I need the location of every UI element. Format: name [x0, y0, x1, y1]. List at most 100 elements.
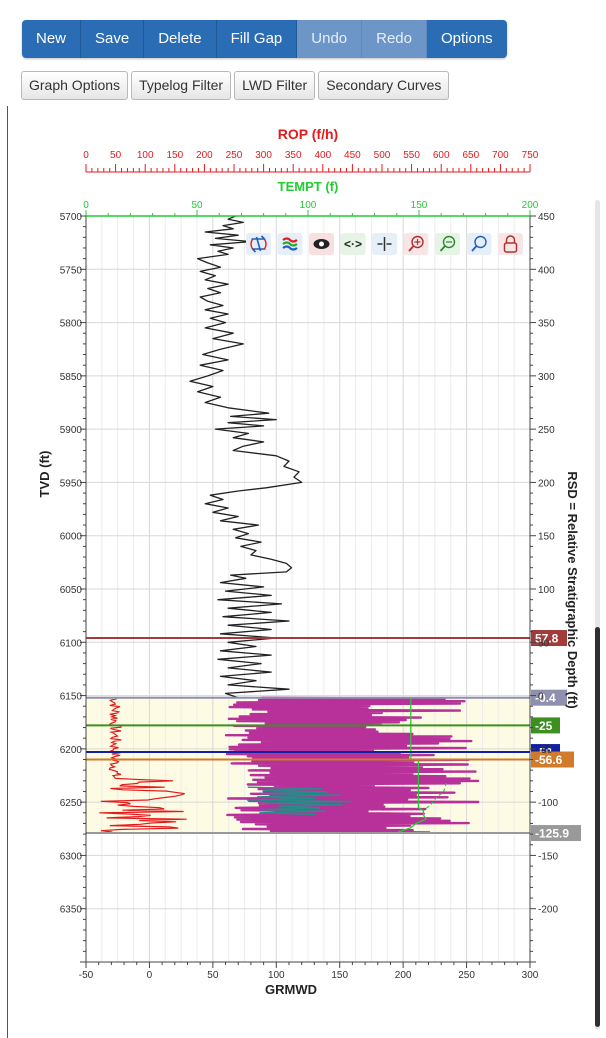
marker-label: -56.6: [535, 753, 563, 767]
rop-tick-label: 450: [344, 150, 361, 161]
fill-gap-button[interactable]: Fill Gap: [216, 20, 298, 58]
curve-colors-icon[interactable]: [277, 233, 303, 255]
tvd-tick-label: 6000: [60, 532, 83, 543]
tvd-tick-label: 5700: [60, 212, 83, 223]
gr-tick-label: 200: [395, 970, 412, 981]
zoom-in-icon[interactable]: [403, 233, 429, 255]
marker-label: -25: [535, 719, 553, 733]
rop-tick-label: 50: [110, 150, 122, 161]
rsd-tick-label: -50: [538, 745, 553, 756]
typelog-filter-button[interactable]: Typelog Filter: [131, 71, 232, 100]
graph-options-button[interactable]: Graph Options: [21, 71, 129, 100]
rop-tick-label: 700: [492, 150, 509, 161]
rsd-tick-label: 200: [538, 478, 555, 489]
rop-tick-label: 150: [166, 150, 183, 161]
main-toolbar: New Save Delete Fill Gap Undo Redo Optio…: [22, 20, 507, 58]
panel-left-border: [7, 106, 8, 1038]
marker-label: -0.4: [535, 691, 556, 705]
rsd-tick-label: 150: [538, 532, 555, 543]
tvd-axis-title: TVD (ft): [37, 451, 52, 498]
rsd-axis-title: RSD = Relative Stratigraphic Depth (ft): [565, 471, 580, 708]
lwd-filter-button[interactable]: LWD Filter: [234, 71, 316, 100]
rop-tick-label: 250: [226, 150, 243, 161]
rsd-tick-label: -150: [538, 851, 558, 862]
rsd-tick-label: 400: [538, 265, 555, 276]
rsd-tick-label: 0: [538, 692, 544, 703]
rop-trace: [99, 697, 187, 833]
rop-tick-label: 200: [196, 150, 213, 161]
zoom-out-icon[interactable]: [435, 233, 460, 255]
marker-label-box[interactable]: [531, 717, 560, 734]
tempt-tick-label: 100: [300, 200, 317, 211]
marker-label-box[interactable]: [531, 689, 567, 706]
gr-tick-label: 0: [147, 970, 153, 981]
rop-tick-label: 0: [83, 150, 89, 161]
redo-button[interactable]: Redo: [362, 20, 427, 58]
rsd-tick-label: -100: [538, 798, 558, 809]
rop-tick-label: 350: [285, 150, 302, 161]
tempt-tick-label: 50: [191, 200, 203, 211]
series-line-grmwd[interactable]: [189, 216, 303, 699]
rop-tick-label: 100: [137, 150, 154, 161]
marker-label-box[interactable]: [531, 825, 581, 842]
tvd-tick-label: 5800: [60, 319, 83, 330]
marker-label-box[interactable]: [531, 751, 574, 768]
tvd-tick-label: 6250: [60, 798, 83, 809]
secondary-toolbar: Graph Options Typelog Filter LWD Filter …: [21, 71, 450, 100]
tempt-tick-label: 150: [411, 200, 428, 211]
tvd-tick-label: 6300: [60, 851, 83, 862]
rsd-tick-label: 450: [538, 212, 555, 223]
secondary-trace: [246, 786, 353, 816]
rop-tick-label: 600: [433, 150, 450, 161]
scrollbar-thumb[interactable]: [595, 627, 600, 1027]
rsd-tick-label: 350: [538, 319, 555, 330]
tempt-tick-label: 0: [83, 200, 89, 211]
secondary-curves-button[interactable]: Secondary Curves: [318, 71, 450, 100]
tvd-tick-label: 6050: [60, 585, 83, 596]
marker-label: 57.8: [535, 632, 559, 646]
save-button[interactable]: Save: [81, 20, 145, 58]
rop-tick-label: 300: [255, 150, 272, 161]
pan-vertical-icon[interactable]: [372, 233, 397, 255]
gr-tick-label: 100: [268, 970, 285, 981]
tvd-tick-label: 6350: [60, 905, 83, 916]
tvd-tick-label: 6200: [60, 745, 83, 756]
undo-button[interactable]: Undo: [297, 20, 363, 58]
tempt-tick-label: 200: [522, 200, 539, 211]
rsd-tick-label: 100: [538, 585, 555, 596]
rop-tick-label: 550: [403, 150, 420, 161]
gr-tick-label: 150: [331, 970, 348, 981]
tvd-tick-label: 5850: [60, 372, 83, 383]
delete-button[interactable]: Delete: [144, 20, 217, 58]
svg-text:<·>: <·>: [344, 237, 362, 251]
eye-icon[interactable]: [309, 233, 334, 255]
gr-tick-label: 300: [522, 970, 539, 981]
rop-axis-title: ROP (f/h): [278, 126, 338, 142]
tempt-projection: [423, 782, 447, 812]
tvd-tick-label: 5900: [60, 425, 83, 436]
marker-label: -125.9: [535, 827, 569, 841]
marker-label-box[interactable]: [531, 630, 567, 647]
tempt-axis-title: TEMPT (f): [278, 179, 339, 194]
gr-tick-label: -50: [79, 970, 94, 981]
scrollbar-track[interactable]: [595, 200, 600, 1030]
tvd-tick-label: 5750: [60, 265, 83, 276]
zoom-reset-icon[interactable]: [466, 233, 492, 255]
options-button[interactable]: Options: [426, 20, 507, 58]
pan-horizontal-icon[interactable]: <·>: [340, 233, 366, 255]
lock-icon[interactable]: [498, 233, 523, 255]
rop-tick-label: 400: [314, 150, 331, 161]
rsd-tick-label: 300: [538, 372, 555, 383]
gr-tick-label: 50: [207, 970, 219, 981]
flip-track-icon[interactable]: [246, 233, 271, 255]
tvd-tick-label: 6100: [60, 638, 83, 649]
tvd-tick-label: 6150: [60, 692, 83, 703]
gr-tick-label: 250: [458, 970, 475, 981]
gr-axis-title: GRMWD: [265, 982, 317, 997]
new-button[interactable]: New: [22, 20, 82, 58]
rop-tick-label: 750: [522, 150, 539, 161]
tvd-tick-label: 5950: [60, 478, 83, 489]
rsd-tick-label: -200: [538, 905, 558, 916]
rop-tick-label: 650: [462, 150, 479, 161]
